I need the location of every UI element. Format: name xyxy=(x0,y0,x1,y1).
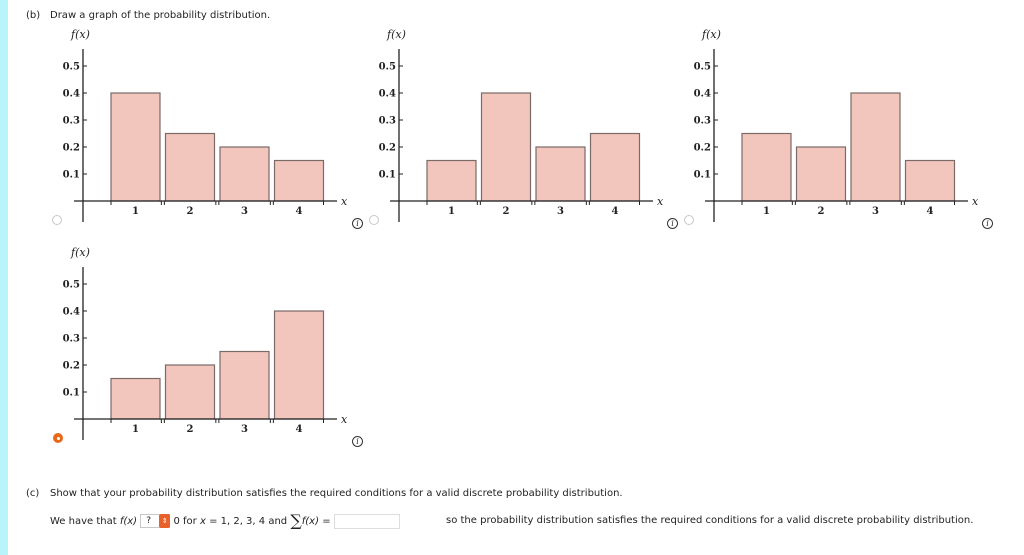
y-tick-label: 0.1 xyxy=(63,170,80,181)
x-axis-title: x xyxy=(341,413,348,426)
statement-prefix: We have that xyxy=(50,516,117,527)
y-axis-title: f(x) xyxy=(70,246,90,259)
bar-x3 xyxy=(535,146,586,202)
bar-x1 xyxy=(426,159,477,202)
part-b-label: (b) xyxy=(26,10,41,21)
x-variable: x xyxy=(199,516,206,527)
bar-x3 xyxy=(219,350,270,420)
radio-option-a[interactable] xyxy=(52,215,62,225)
y-tick-label: 0.5 xyxy=(63,280,80,291)
x-axis-title: x xyxy=(657,195,664,208)
x-tick-label: 1 xyxy=(132,206,139,217)
x-tick-label: 4 xyxy=(612,206,619,217)
y-axis-title: f(x) xyxy=(70,28,90,41)
x-tick-label: 4 xyxy=(296,206,303,217)
left-accent-strip xyxy=(0,0,8,555)
equals-sign: = xyxy=(322,516,331,527)
sum-expression: f(x) xyxy=(301,516,319,527)
fx-term: f(x) xyxy=(119,516,138,527)
y-tick-label: 0.2 xyxy=(63,143,80,154)
info-icon[interactable]: i xyxy=(982,218,993,229)
radio-option-c[interactable] xyxy=(684,215,694,225)
y-tick-label: 0.4 xyxy=(694,89,711,100)
x-tick-label: 4 xyxy=(296,424,303,435)
x-tick-label: 3 xyxy=(557,206,564,217)
bar-x2 xyxy=(164,132,216,202)
bar-x4 xyxy=(273,310,325,420)
after-select-text: 0 for xyxy=(173,516,197,527)
info-icon[interactable]: i xyxy=(352,436,363,447)
y-tick-label: 0.5 xyxy=(63,62,80,73)
y-tick-label: 0.4 xyxy=(63,89,80,100)
x-tick-label: 3 xyxy=(241,424,248,435)
x-tick-label: 2 xyxy=(187,206,194,217)
part-b-prompt: Draw a graph of the probability distribu… xyxy=(50,10,271,21)
inequality-select-value: ? xyxy=(146,516,152,526)
y-tick-label: 0.3 xyxy=(379,116,396,127)
chevron-updown-icon: ⇕ xyxy=(159,514,171,528)
bar-x3 xyxy=(850,92,901,202)
info-icon[interactable]: i xyxy=(352,218,363,229)
radio-option-b[interactable] xyxy=(369,215,379,225)
y-tick-label: 0.1 xyxy=(379,170,396,181)
inequality-select[interactable]: ? ⇕ xyxy=(140,514,171,528)
y-tick-label: 0.1 xyxy=(694,170,711,181)
x-tick-label: 3 xyxy=(872,206,879,217)
y-tick-label: 0.4 xyxy=(379,89,396,100)
x-values-text: = 1, 2, 3, 4 and xyxy=(209,516,288,527)
y-tick-label: 0.4 xyxy=(63,307,80,318)
x-tick-label: 2 xyxy=(187,424,194,435)
part-c-prompt: Show that your probability distribution … xyxy=(50,488,623,499)
y-tick-label: 0.5 xyxy=(694,62,711,73)
y-tick-label: 0.1 xyxy=(63,388,80,399)
x-tick-label: 1 xyxy=(763,206,770,217)
x-axis-title: x xyxy=(972,195,979,208)
info-icon[interactable]: i xyxy=(667,218,678,229)
x-tick-label: 1 xyxy=(132,424,139,435)
y-tick-label: 0.2 xyxy=(63,361,80,372)
part-c-label: (c) xyxy=(26,488,40,499)
part-c-statement: We have that f(x) ? ⇕ 0 for x = 1, 2, 3,… xyxy=(50,512,400,530)
y-tick-label: 0.3 xyxy=(694,116,711,127)
y-tick-label: 0.2 xyxy=(379,143,396,154)
sigma-icon: ∑ xyxy=(290,511,302,530)
x-tick-label: 2 xyxy=(818,206,825,217)
x-tick-label: 1 xyxy=(448,206,455,217)
y-tick-label: 0.5 xyxy=(379,62,396,73)
x-tick-label: 2 xyxy=(503,206,510,217)
y-tick-label: 0.2 xyxy=(694,143,711,154)
y-axis-title: f(x) xyxy=(386,28,406,41)
bar-x1 xyxy=(110,377,161,420)
x-axis-title: x xyxy=(341,195,348,208)
y-tick-label: 0.3 xyxy=(63,334,80,345)
bar-x4 xyxy=(904,159,956,202)
bar-x4 xyxy=(589,132,641,202)
sum-input[interactable] xyxy=(333,513,400,529)
x-tick-label: 3 xyxy=(241,206,248,217)
radio-option-d[interactable] xyxy=(53,433,63,443)
y-tick-label: 0.3 xyxy=(63,116,80,127)
bar-x1 xyxy=(741,132,792,202)
y-axis-title: f(x) xyxy=(701,28,721,41)
x-tick-label: 4 xyxy=(927,206,934,217)
part-c-suffix: so the probability distribution satisfie… xyxy=(446,515,974,526)
bar-x2 xyxy=(164,364,216,420)
